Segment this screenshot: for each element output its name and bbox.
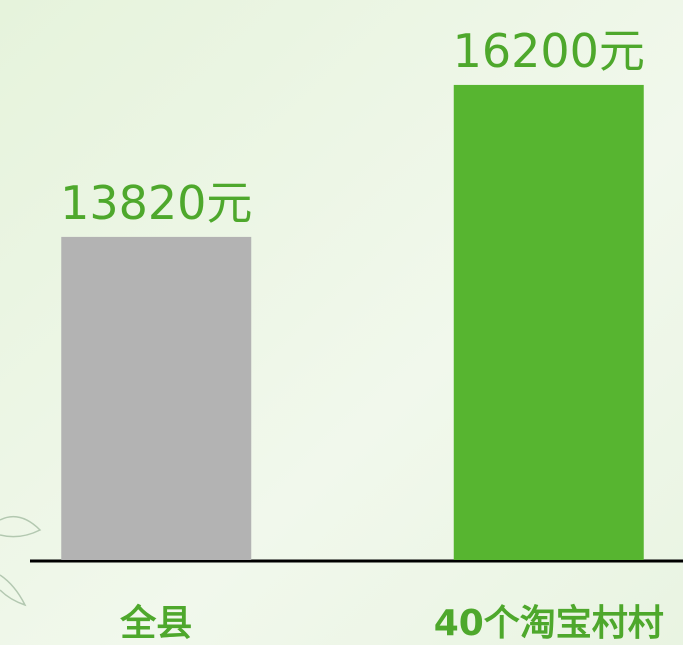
bar bbox=[61, 237, 251, 560]
value-label: 16200元 bbox=[453, 24, 645, 78]
bar bbox=[454, 85, 644, 560]
x-tick-label: 全县 bbox=[119, 602, 192, 644]
page: {"chart_data": {"type": "bar", "categori… bbox=[0, 0, 683, 645]
chart: 13820元全县 16200元 40个淘宝村村 bbox=[0, 0, 683, 645]
value-label: 13820元 bbox=[60, 176, 252, 230]
x-tick-label: 40个淘宝村村 bbox=[434, 603, 664, 644]
